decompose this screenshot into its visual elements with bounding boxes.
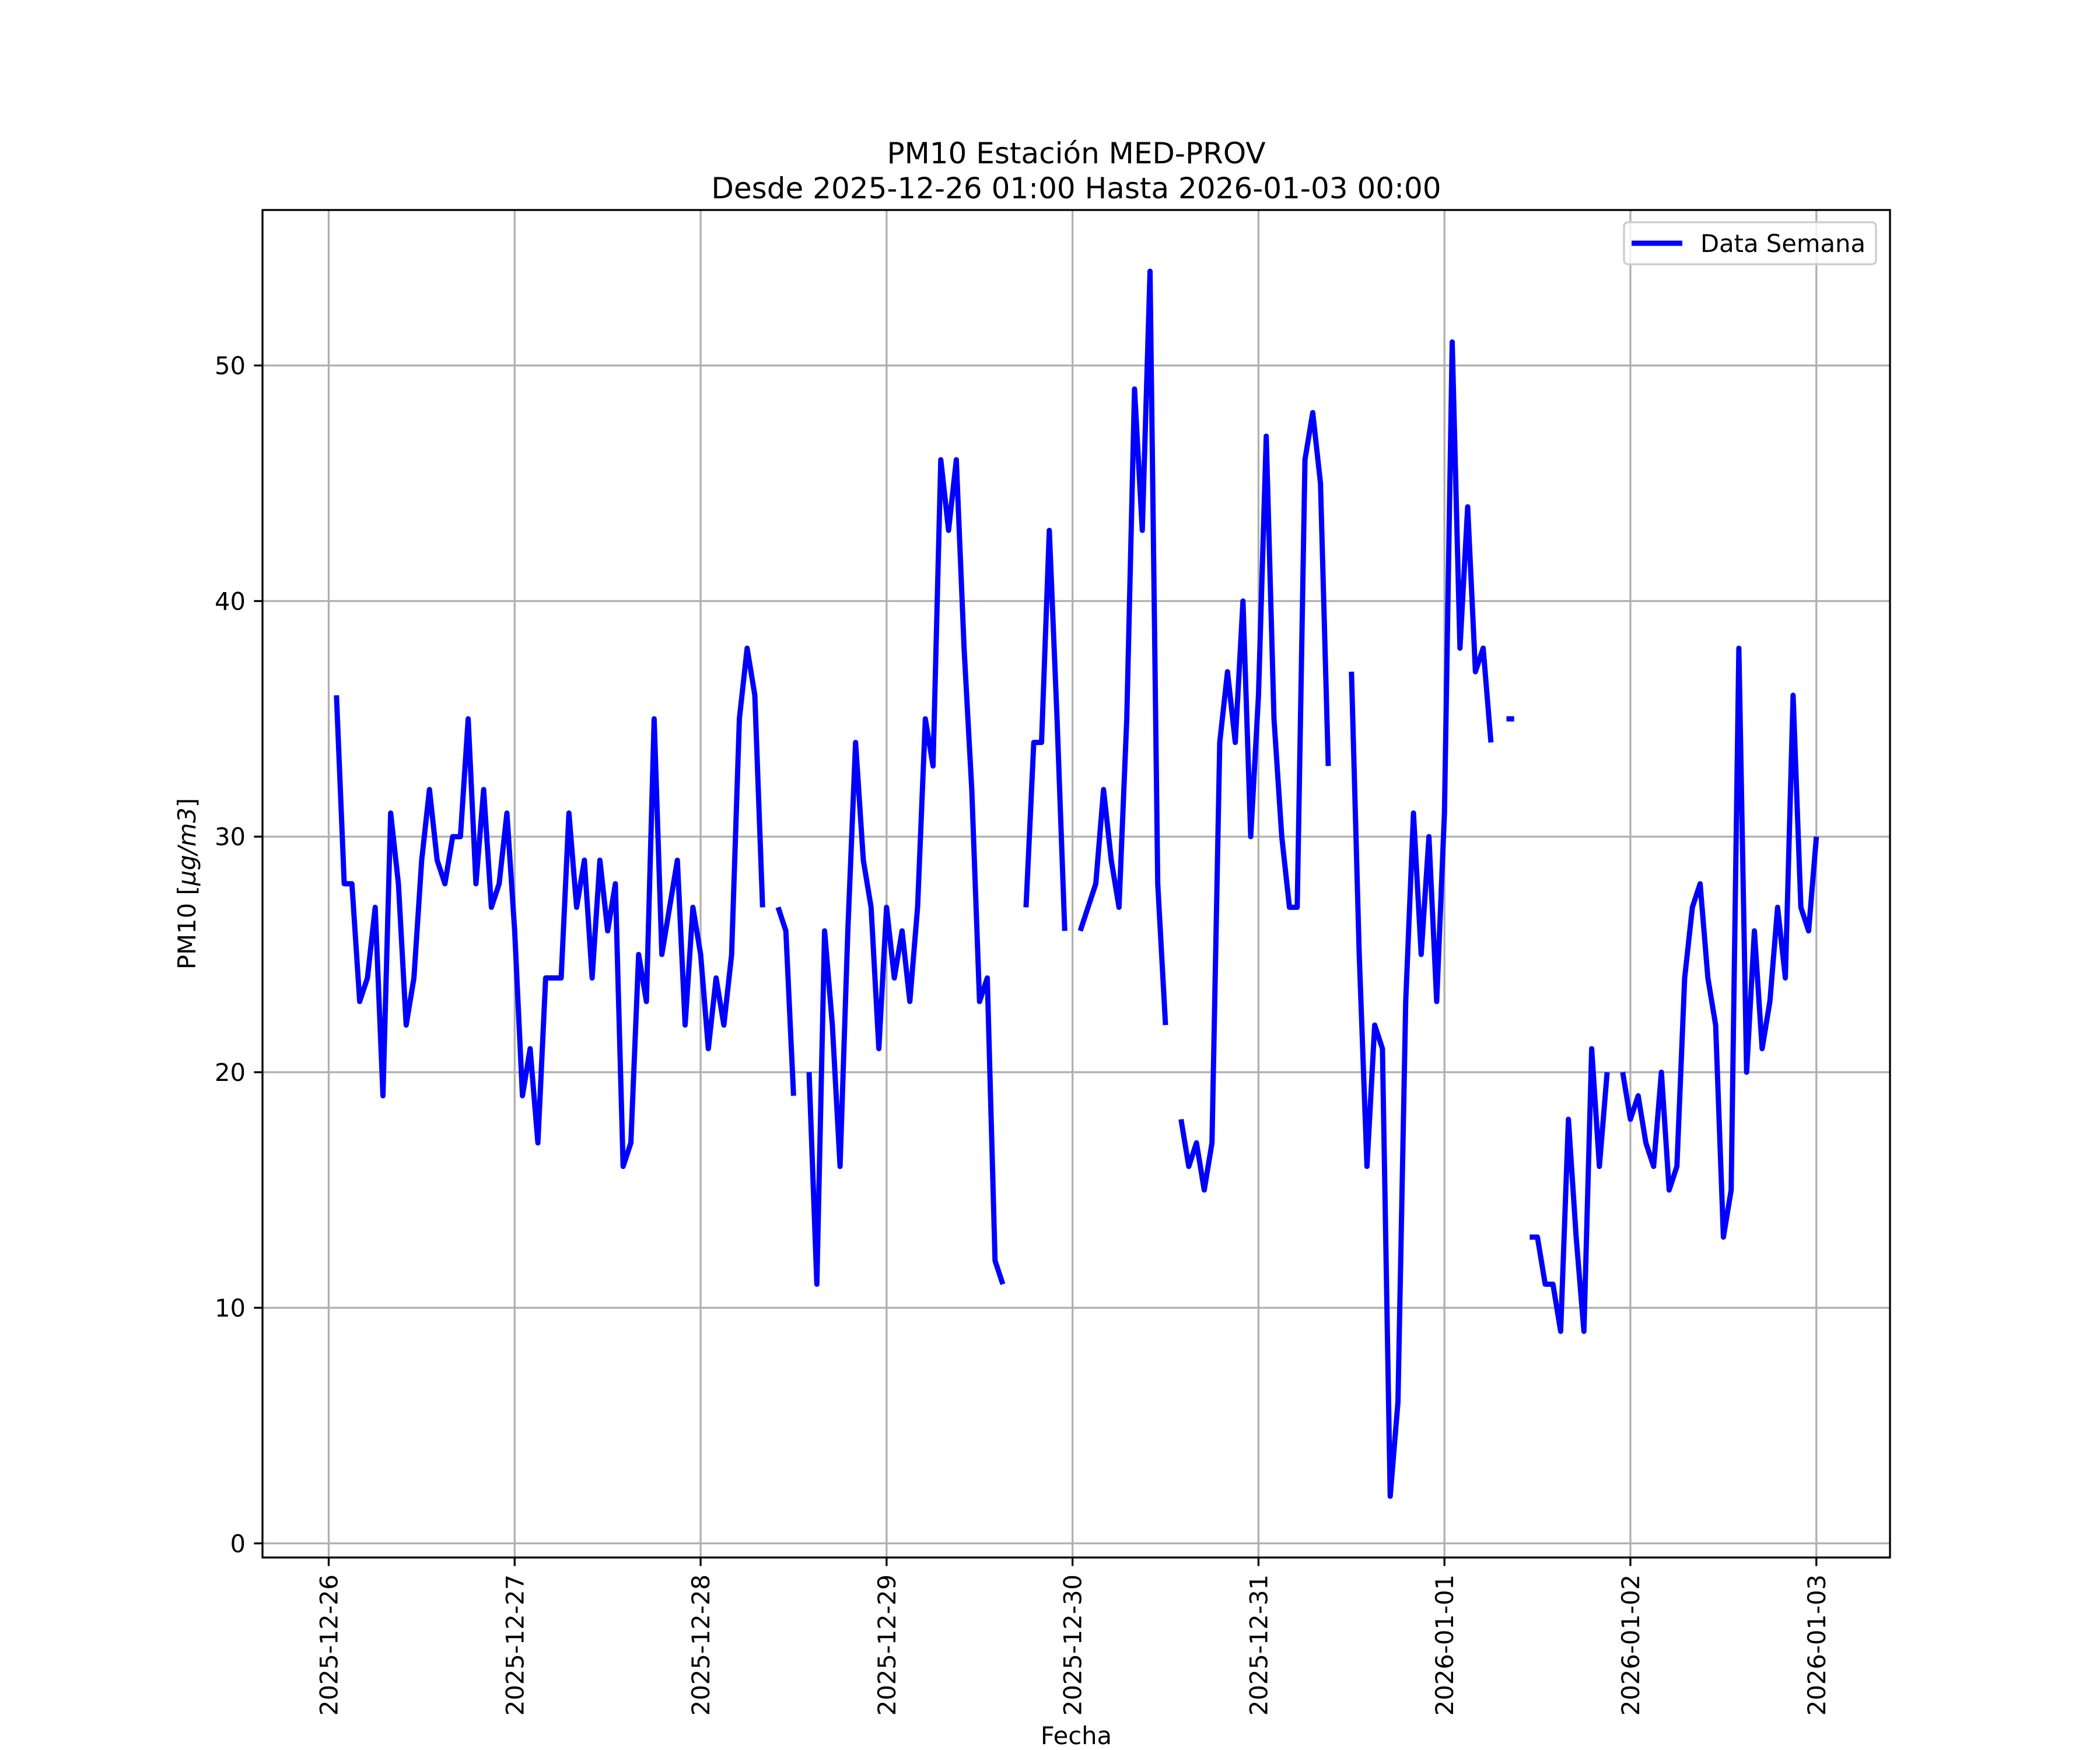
- y-tick-label: 10: [215, 1294, 246, 1322]
- chart-title-line-2: Desde 2025-12-26 01:00 Hasta 2026-01-03 …: [711, 172, 1441, 205]
- series-line-segment: [1077, 268, 1168, 1026]
- y-axis-label-prefix: PM10 [: [173, 886, 201, 970]
- x-tick-label: 2025-12-30: [1059, 1574, 1087, 1716]
- x-tick-label: 2025-12-26: [314, 1574, 343, 1716]
- legend: Data Semana: [1623, 221, 1877, 265]
- y-tick-label: 50: [215, 352, 246, 380]
- series-line-segment: [775, 906, 796, 1096]
- y-tick-label: 40: [215, 587, 246, 615]
- chart-title-line-1: PM10 Estación MED-PROV: [887, 136, 1265, 170]
- y-axis-label-suffix: ]: [173, 798, 201, 807]
- axes-frame: [261, 209, 1891, 1559]
- x-tick-label: 2025-12-29: [873, 1574, 901, 1716]
- grid-lines: [262, 210, 1890, 1558]
- x-tick-label: 2026-01-03: [1803, 1574, 1831, 1716]
- y-axis-label-units: μg/m3: [173, 807, 201, 886]
- x-axis-label: Fecha: [1041, 1721, 1112, 1750]
- legend-label-data-semana: Data Semana: [1700, 229, 1866, 258]
- y-axis-ticks: 0 10 20 30 40 50: [215, 352, 262, 1558]
- legend-box: [1623, 221, 1877, 265]
- series-line-segment: [1620, 645, 1819, 1240]
- x-axis-ticks: 2025-12-26 2025-12-27 2025-12-28 2025-12-29…: [314, 1558, 1831, 1716]
- x-tick-label: 2026-01-01: [1430, 1574, 1459, 1716]
- series-line-segment: [334, 645, 765, 1170]
- y-tick-label: 0: [230, 1530, 246, 1558]
- series-line-segment: [1349, 339, 1494, 1499]
- x-tick-label: 2026-01-02: [1616, 1574, 1645, 1716]
- series-line-segment: [1023, 527, 1068, 931]
- series-line-segment: [1178, 410, 1331, 1193]
- y-tick-label: 30: [215, 822, 246, 851]
- x-tick-label: 2025-12-28: [687, 1574, 715, 1716]
- x-tick-label: 2025-12-27: [501, 1574, 529, 1716]
- series-group: [334, 268, 1819, 1499]
- y-tick-label: 20: [215, 1058, 246, 1087]
- y-axis-label: PM10 [μg/m3]: [173, 798, 201, 970]
- series-line-segment: [806, 457, 1006, 1287]
- series-line-segment: [1530, 1046, 1610, 1334]
- x-tick-label: 2025-12-31: [1244, 1574, 1273, 1716]
